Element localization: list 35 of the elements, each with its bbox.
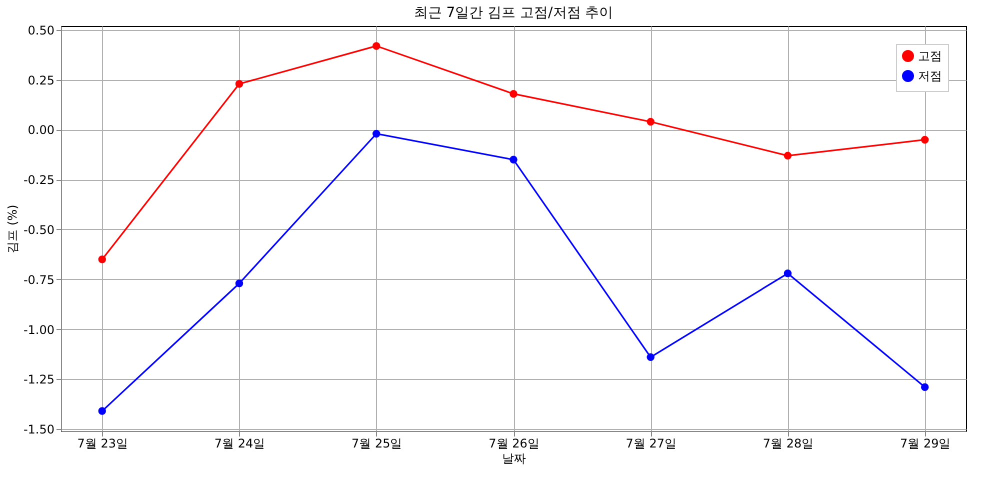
x-tick-label: 7월 27일 bbox=[626, 436, 676, 450]
point bbox=[98, 407, 106, 415]
y-axis-title: 김프 (%) bbox=[5, 204, 20, 254]
x-axis-title: 날짜 bbox=[502, 452, 526, 466]
point bbox=[784, 270, 792, 278]
point bbox=[784, 152, 792, 160]
y-tick-label: -1.25 bbox=[23, 372, 54, 387]
point bbox=[372, 42, 380, 50]
point bbox=[235, 280, 244, 288]
y-tick-label: 0.25 bbox=[28, 73, 54, 88]
point bbox=[920, 383, 929, 391]
legend-label: 저점 bbox=[918, 69, 942, 83]
y-tick-label: -1.50 bbox=[23, 422, 54, 437]
point bbox=[920, 136, 929, 144]
chart-title: 최근 7일간 김프 고점/저점 추이 bbox=[414, 4, 614, 21]
x-tick-label: 7월 26일 bbox=[488, 436, 540, 450]
y-tick-label: 0.00 bbox=[28, 123, 54, 138]
y-tick-label: -0.75 bbox=[23, 272, 54, 287]
point bbox=[646, 353, 654, 362]
point bbox=[510, 156, 518, 164]
x-tick-label: 7월 28일 bbox=[762, 436, 814, 450]
legend-label: 고점 bbox=[918, 49, 942, 63]
point bbox=[510, 90, 518, 98]
x-tick-label: 7월 23일 bbox=[77, 436, 128, 450]
point bbox=[372, 130, 380, 138]
x-tick-label: 7월 25일 bbox=[352, 436, 402, 450]
y-tick-label: -0.50 bbox=[23, 223, 54, 237]
point bbox=[98, 256, 106, 264]
y-tick-label: 0.50 bbox=[28, 23, 54, 38]
x-tick-label: 7월 24일 bbox=[214, 436, 266, 450]
y-tick-label: -1.00 bbox=[23, 322, 54, 337]
x-tick-label: 7월 29일 bbox=[900, 436, 951, 450]
y-tick-label: -0.25 bbox=[23, 173, 54, 188]
point bbox=[646, 118, 654, 126]
point bbox=[235, 80, 244, 88]
